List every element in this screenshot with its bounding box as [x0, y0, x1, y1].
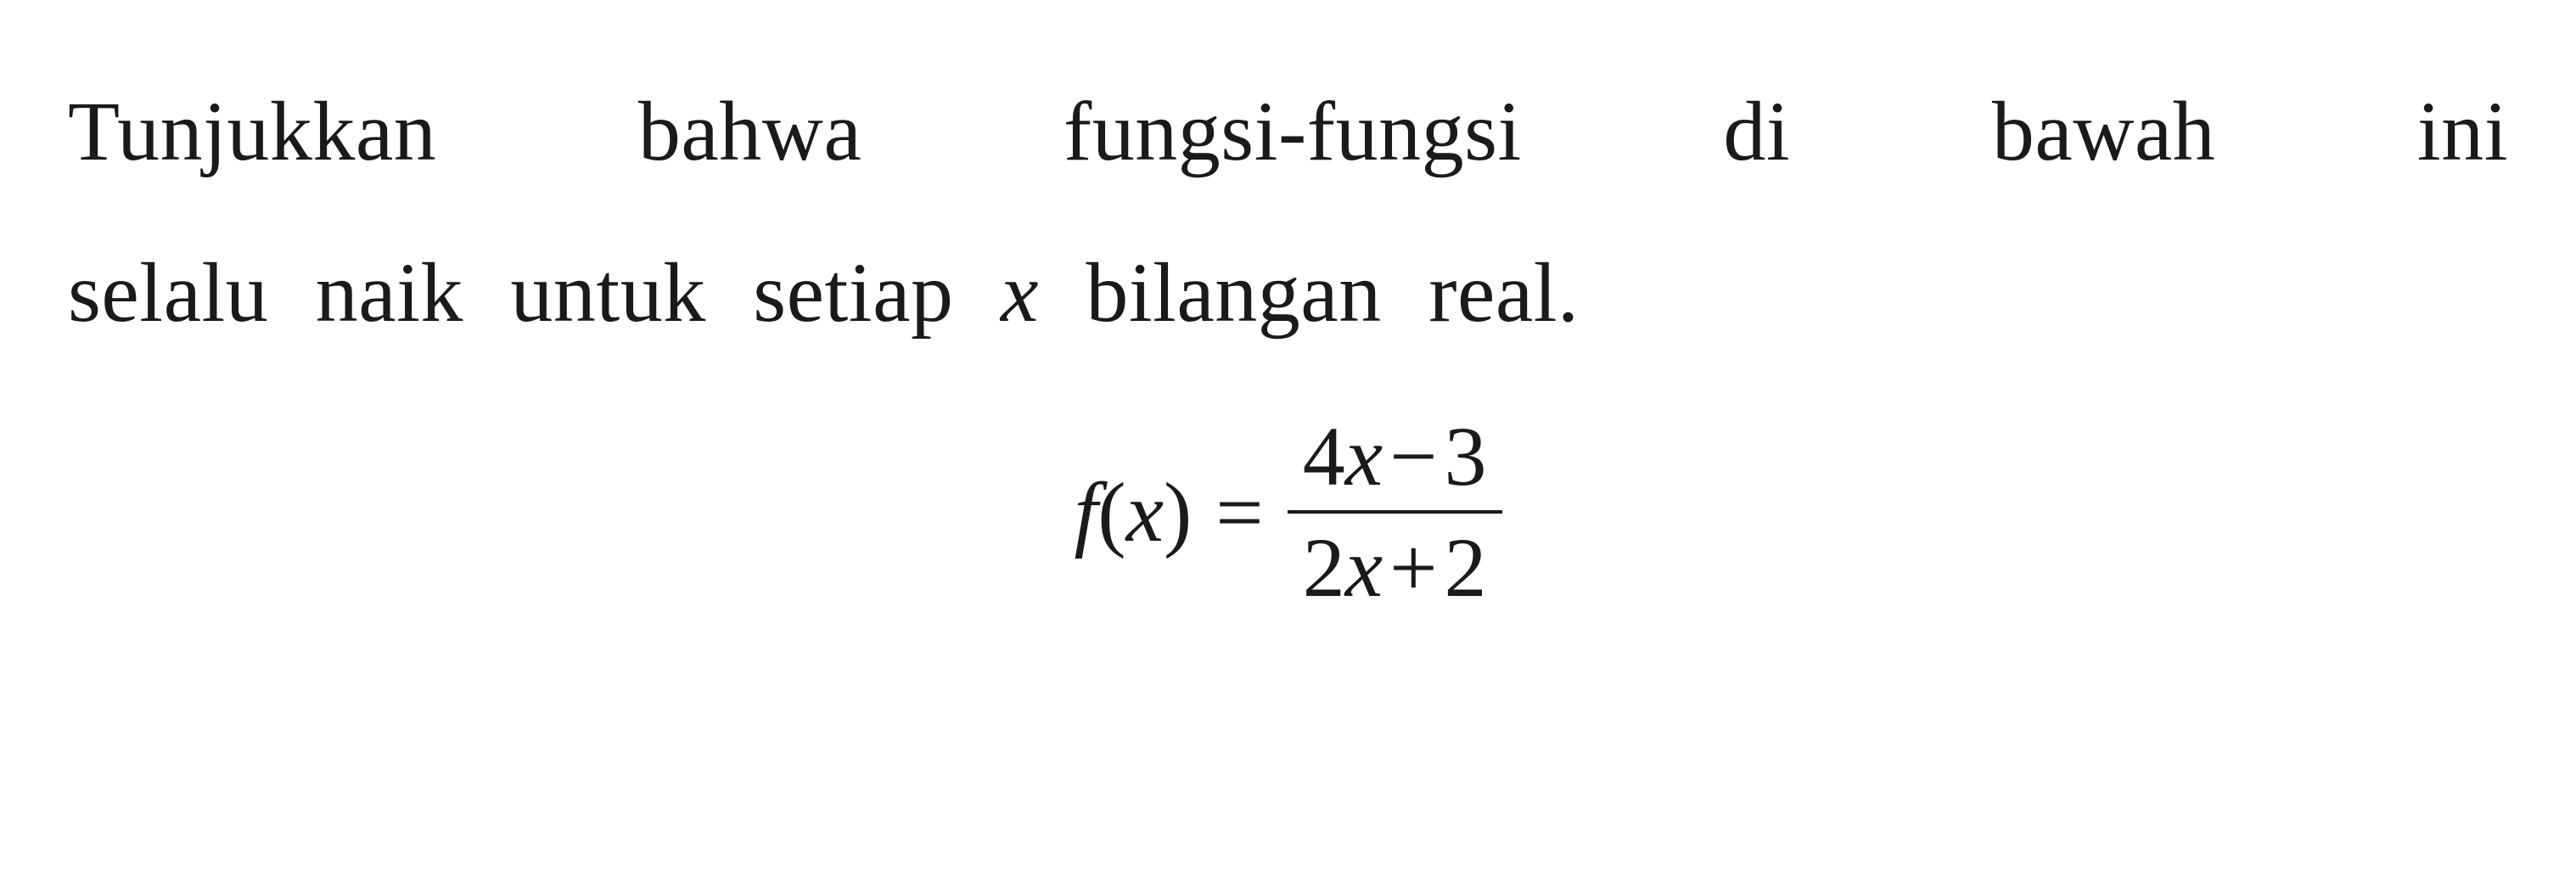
- den-const: 2: [1445, 520, 1487, 615]
- equation: f(x) = 4x−3 2x+2: [68, 407, 2508, 616]
- num-coef: 4: [1303, 409, 1345, 503]
- num-const: 3: [1445, 409, 1487, 503]
- numerator: 4x−3: [1288, 407, 1502, 514]
- num-var: x: [1345, 409, 1383, 503]
- prompt-line-2: selalu naik untuk setiap x bilangan real…: [68, 212, 2508, 374]
- fraction: 4x−3 2x+2: [1288, 407, 1502, 616]
- equals-sign: =: [1215, 463, 1263, 561]
- prompt-line-1: Tunjukkan bahwa fungsi-fungsi di bawah i…: [68, 51, 2508, 212]
- problem-container: Tunjukkan bahwa fungsi-fungsi di bawah i…: [68, 51, 2508, 616]
- function-letter: f: [1074, 465, 1097, 559]
- prompt-variable-x: x: [1001, 245, 1039, 340]
- num-op: −: [1389, 409, 1437, 503]
- prompt-line-2b: bilangan real.: [1039, 245, 1580, 340]
- den-coef: 2: [1303, 520, 1345, 615]
- function-arg: x: [1126, 465, 1164, 559]
- denominator: 2x+2: [1288, 514, 1502, 616]
- prompt-line-2a: selalu naik untuk setiap: [68, 245, 1001, 340]
- close-paren: ): [1164, 465, 1192, 559]
- prompt-line-1-text: Tunjukkan bahwa fungsi-fungsi di bawah i…: [68, 84, 2508, 178]
- equation-lhs: f(x): [1074, 463, 1192, 561]
- equation-inner: f(x) = 4x−3 2x+2: [1074, 407, 1501, 616]
- problem-prompt: Tunjukkan bahwa fungsi-fungsi di bawah i…: [68, 51, 2508, 374]
- den-var: x: [1345, 520, 1383, 615]
- den-op: +: [1389, 520, 1437, 615]
- open-paren: (: [1097, 465, 1125, 559]
